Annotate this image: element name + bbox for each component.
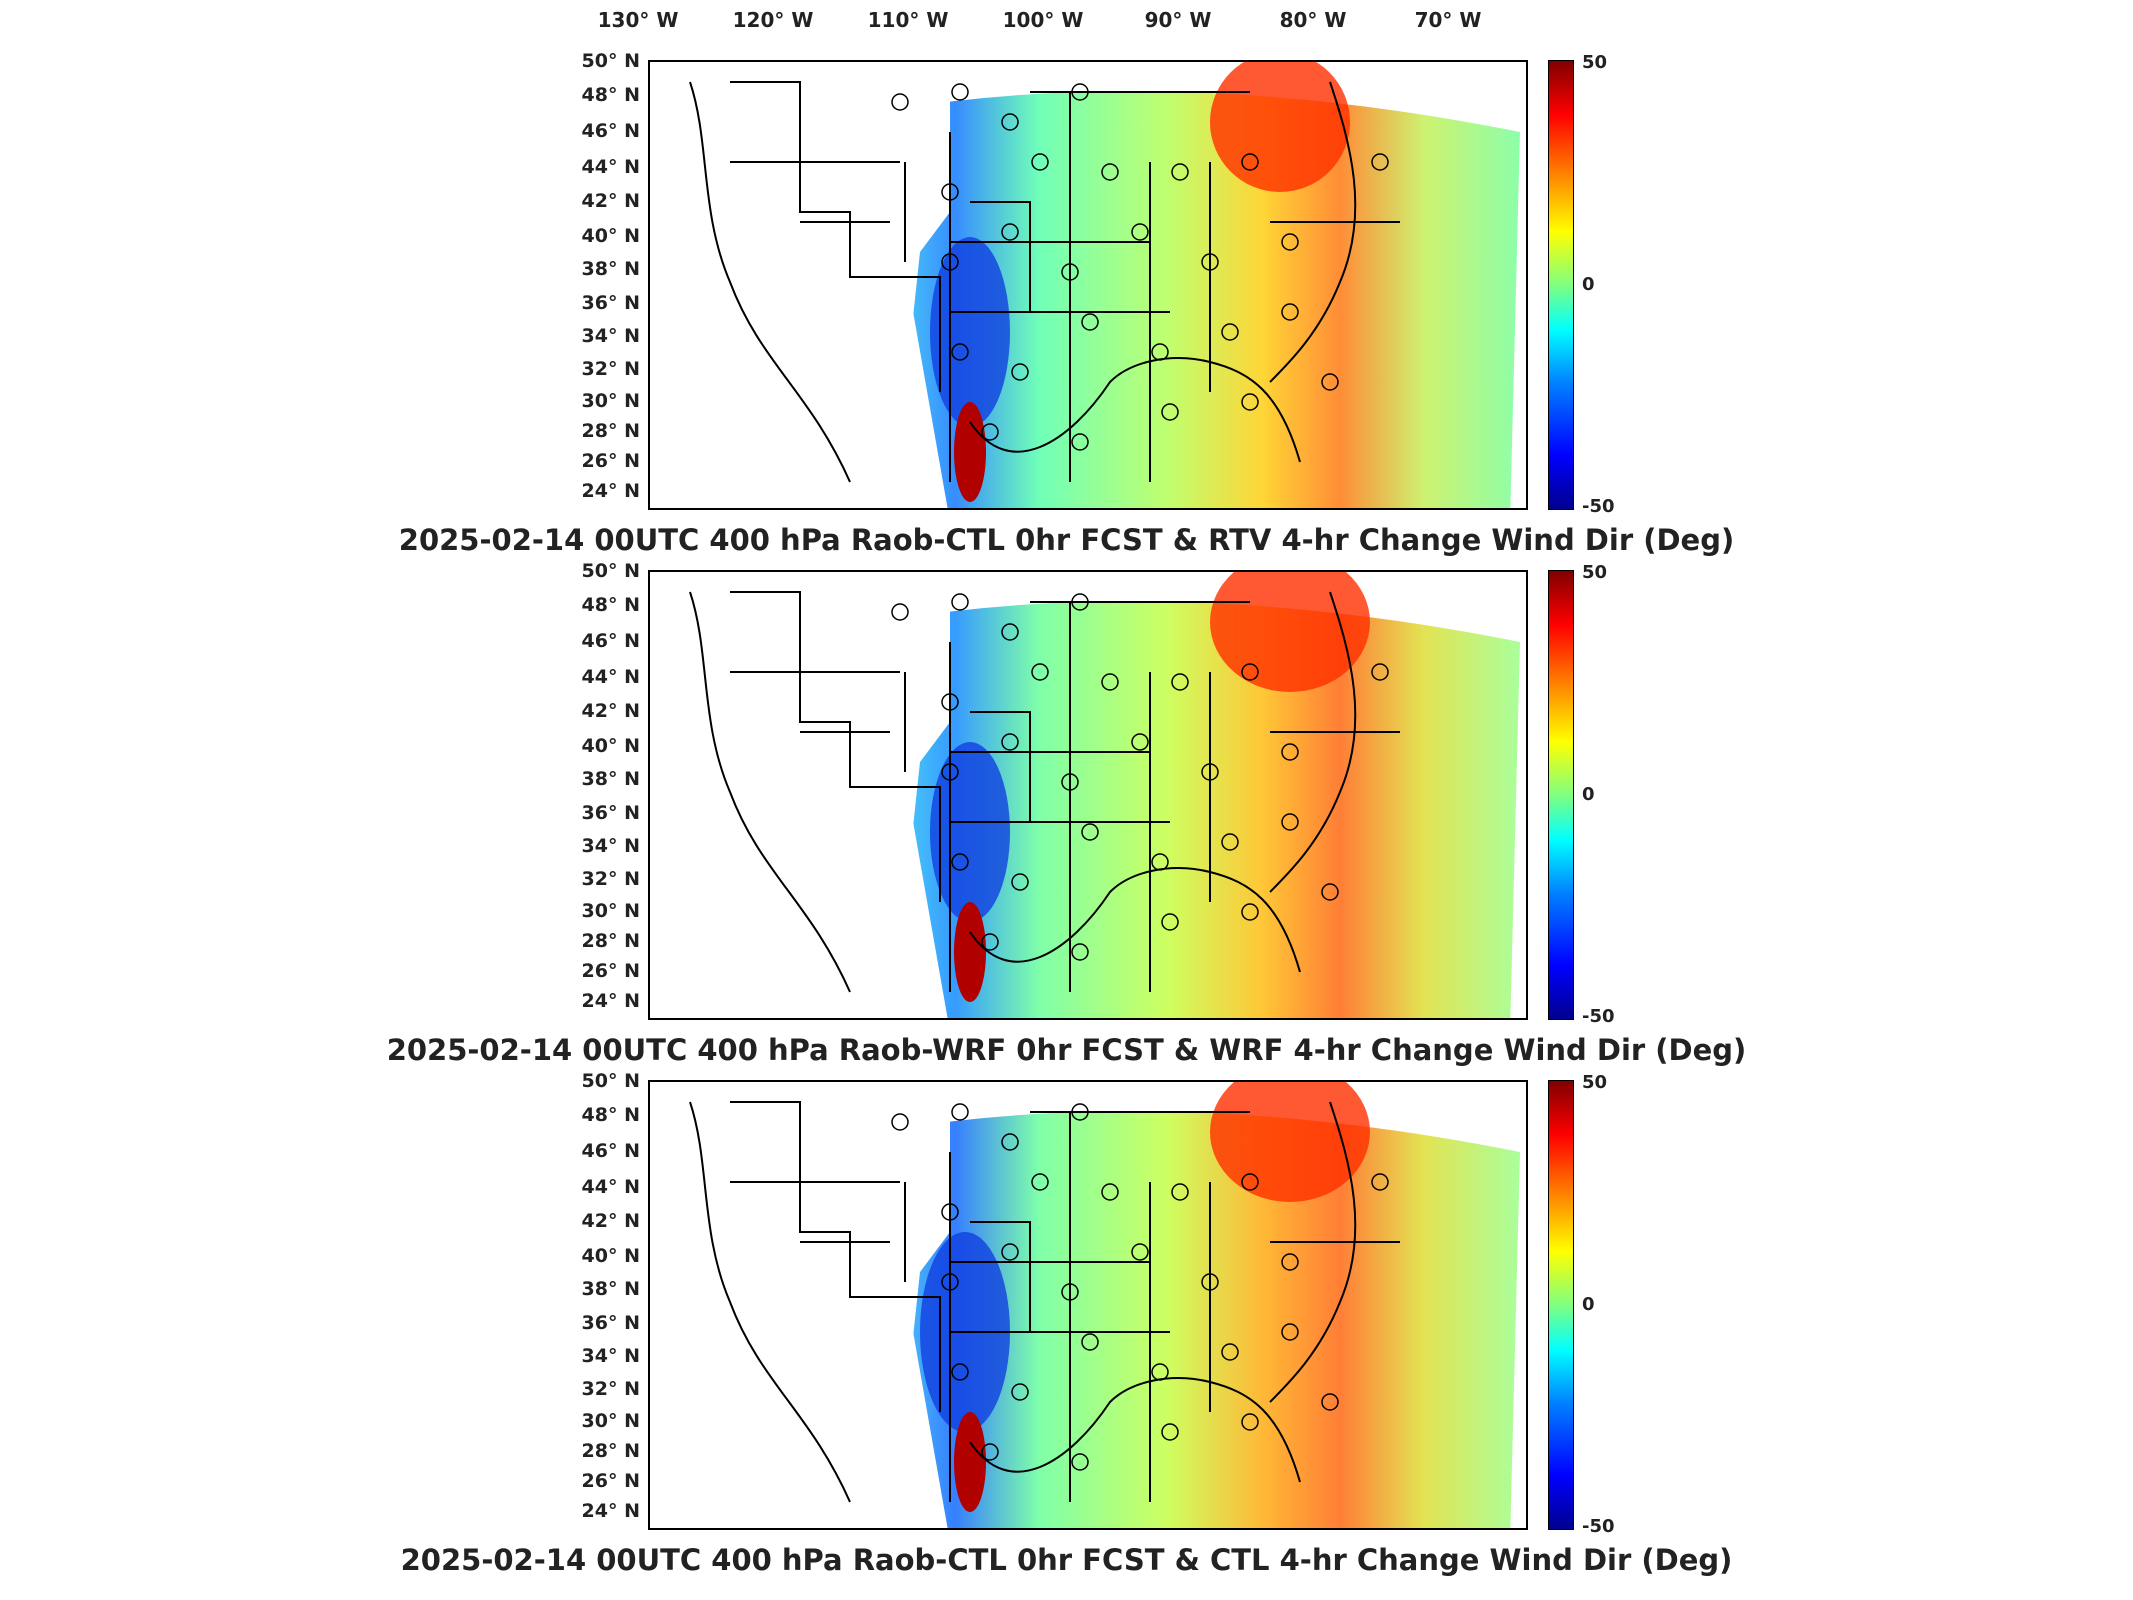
lat-label: 26° N	[581, 450, 640, 472]
lat-label: 42° N	[581, 1210, 640, 1232]
lat-label: 34° N	[581, 325, 640, 347]
lat-label: 46° N	[581, 1140, 640, 1162]
lat-label: 42° N	[581, 700, 640, 722]
lon-label: 90° W	[1144, 8, 1212, 32]
lat-label: 48° N	[581, 84, 640, 106]
lat-label: 48° N	[581, 594, 640, 616]
lat-label: 32° N	[581, 1378, 640, 1400]
lon-label: 120° W	[732, 8, 814, 32]
map-panel-1: 50° N 48° N 46° N 44° N 42° N 40° N 38° …	[0, 50, 2133, 566]
lat-label: 48° N	[581, 1104, 640, 1126]
map-canvas	[648, 1080, 1528, 1530]
lat-label: 50° N	[581, 50, 640, 72]
lat-label: 28° N	[581, 930, 640, 952]
lon-label: 100° W	[1002, 8, 1084, 32]
lon-label: 80° W	[1279, 8, 1347, 32]
lat-label: 30° N	[581, 390, 640, 412]
lat-label: 40° N	[581, 735, 640, 757]
lat-label: 38° N	[581, 258, 640, 280]
lat-label: 26° N	[581, 1470, 640, 1492]
lat-label: 28° N	[581, 1440, 640, 1462]
lat-label: 26° N	[581, 960, 640, 982]
lat-label: 44° N	[581, 666, 640, 688]
lat-label: 40° N	[581, 1245, 640, 1267]
colorbar-min-label: -50	[1582, 496, 1615, 517]
panel-title: 2025-02-14 00UTC 400 hPa Raob-WRF 0hr FC…	[386, 1033, 1747, 1067]
lat-label: 24° N	[581, 480, 640, 502]
map-panel-3: 50° N 48° N 46° N 44° N 42° N 40° N 38° …	[0, 1070, 2133, 1586]
lon-label: 110° W	[867, 8, 949, 32]
lat-label: 28° N	[581, 420, 640, 442]
colorbar-min-label: -50	[1582, 1516, 1615, 1537]
lat-label: 46° N	[581, 630, 640, 652]
lat-label: 44° N	[581, 1176, 640, 1198]
lat-label: 36° N	[581, 802, 640, 824]
colorbar-min-label: -50	[1582, 1006, 1615, 1027]
lat-label: 46° N	[581, 120, 640, 142]
lat-label: 36° N	[581, 1312, 640, 1334]
lon-label: 130° W	[597, 8, 679, 32]
longitude-axis: 130° W 120° W 110° W 100° W 90° W 80° W …	[0, 0, 2133, 40]
lat-label: 40° N	[581, 225, 640, 247]
lat-label: 34° N	[581, 835, 640, 857]
lat-label: 30° N	[581, 1410, 640, 1432]
colorbar-mid-label: 0	[1582, 274, 1595, 295]
map-canvas	[648, 60, 1528, 510]
lat-label: 38° N	[581, 768, 640, 790]
colorbar	[1548, 570, 1574, 1020]
panel-title: 2025-02-14 00UTC 400 hPa Raob-CTL 0hr FC…	[400, 1543, 1733, 1577]
lat-label: 24° N	[581, 1500, 640, 1522]
colorbar	[1548, 1080, 1574, 1530]
colorbar-mid-label: 0	[1582, 1294, 1595, 1315]
colorbar-max-label: 50	[1582, 52, 1608, 73]
colorbar	[1548, 60, 1574, 510]
lat-label: 32° N	[581, 358, 640, 380]
lon-label: 70° W	[1414, 8, 1482, 32]
panel-title: 2025-02-14 00UTC 400 hPa Raob-CTL 0hr FC…	[398, 523, 1735, 557]
lat-label: 50° N	[581, 560, 640, 582]
lat-label: 34° N	[581, 1345, 640, 1367]
lat-label: 32° N	[581, 868, 640, 890]
lat-label: 36° N	[581, 292, 640, 314]
lat-label: 42° N	[581, 190, 640, 212]
lat-label: 30° N	[581, 900, 640, 922]
lat-label: 38° N	[581, 1278, 640, 1300]
colorbar-mid-label: 0	[1582, 784, 1595, 805]
colorbar-max-label: 50	[1582, 562, 1608, 583]
lat-label: 44° N	[581, 156, 640, 178]
lat-label: 50° N	[581, 1070, 640, 1092]
lat-label: 24° N	[581, 990, 640, 1012]
colorbar-max-label: 50	[1582, 1072, 1608, 1093]
map-panel-2: 50° N 48° N 46° N 44° N 42° N 40° N 38° …	[0, 560, 2133, 1076]
map-canvas	[648, 570, 1528, 1020]
